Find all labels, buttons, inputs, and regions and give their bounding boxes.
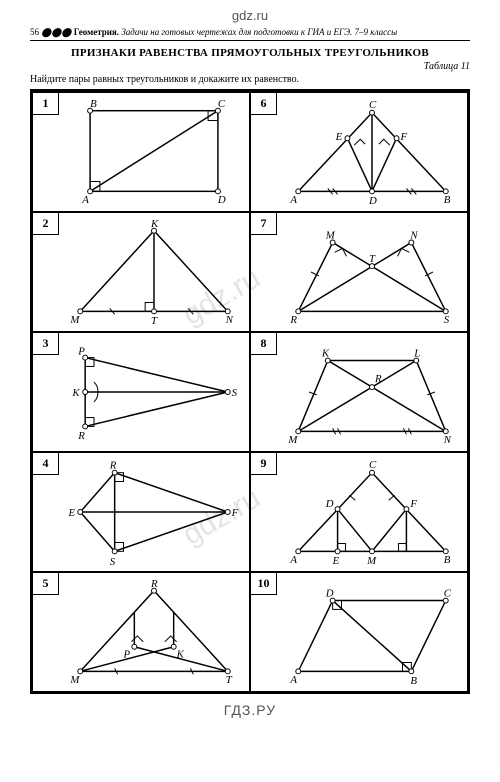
- problem-cell: 10 A B C D: [250, 572, 468, 692]
- problem-number: 6: [251, 93, 277, 115]
- svg-text:M: M: [69, 314, 80, 326]
- svg-text:A: A: [289, 674, 297, 686]
- svg-text:B: B: [410, 675, 417, 687]
- page-number: 56: [30, 27, 39, 37]
- svg-text:K: K: [150, 218, 159, 230]
- problem-cell: 1 B C A D: [32, 92, 250, 212]
- problem-cell: 4 R S E F: [32, 452, 250, 572]
- problem-number: 8: [251, 333, 277, 355]
- svg-text:M: M: [325, 230, 336, 242]
- figure-9: A B C D E F M: [277, 453, 467, 571]
- svg-text:F: F: [400, 131, 408, 143]
- svg-text:R: R: [150, 578, 158, 590]
- svg-text:E: E: [67, 507, 75, 519]
- svg-text:K: K: [71, 387, 80, 399]
- problem-number: 5: [33, 573, 59, 595]
- svg-text:F: F: [409, 498, 417, 510]
- problem-cell: 3 P R K S: [32, 332, 250, 452]
- figure-3: P R K S: [59, 333, 249, 451]
- svg-text:S: S: [232, 387, 238, 399]
- svg-text:T: T: [151, 315, 158, 327]
- section-title: ПРИЗНАКИ РАВЕНСТВА ПРЯМОУГОЛЬНЫХ ТРЕУГОЛ…: [30, 47, 470, 59]
- problem-number: 3: [33, 333, 59, 355]
- svg-text:E: E: [335, 131, 343, 143]
- svg-text:K: K: [321, 348, 330, 360]
- svg-text:D: D: [325, 498, 334, 510]
- svg-text:K: K: [176, 649, 185, 661]
- problem-cell: 2 M T N K: [32, 212, 250, 332]
- svg-text:A: A: [289, 194, 297, 206]
- problem-number: 1: [33, 93, 59, 115]
- problem-cell: 7 R: [250, 212, 468, 332]
- figure-1: B C A D: [59, 93, 249, 211]
- figure-6: A B C D E F: [277, 93, 467, 211]
- svg-text:N: N: [409, 230, 418, 242]
- svg-text:R: R: [289, 314, 297, 326]
- svg-text:P: P: [123, 649, 131, 661]
- svg-text:S: S: [444, 314, 450, 326]
- figure-10: A B C D: [277, 573, 467, 691]
- svg-text:P: P: [77, 346, 85, 358]
- page-header: 56 ⬤⬤⬤ Геометрия. Задачи на готовых черт…: [30, 27, 470, 41]
- svg-text:R: R: [77, 430, 85, 442]
- svg-text:R: R: [109, 460, 117, 472]
- figure-2: M T N K: [59, 213, 249, 331]
- instruction: Найдите пары равных треугольников и дока…: [30, 74, 470, 85]
- svg-text:E: E: [332, 555, 340, 567]
- svg-text:D: D: [325, 588, 334, 600]
- svg-text:A: A: [289, 554, 297, 566]
- figure-4: R S E F: [59, 453, 249, 571]
- problem-number: 10: [251, 573, 277, 595]
- subject: Геометрия.: [74, 27, 119, 37]
- svg-text:B: B: [444, 194, 451, 206]
- svg-text:D: D: [217, 194, 226, 206]
- figure-5: M T P K R: [59, 573, 249, 691]
- svg-text:B: B: [90, 98, 97, 110]
- footer: ГДЗ.РУ: [30, 702, 470, 718]
- subtitle: Задачи на готовых чертежах для подготовк…: [121, 27, 397, 37]
- svg-text:D: D: [368, 195, 377, 207]
- problem-number: 2: [33, 213, 59, 235]
- problem-grid: 1 B C A D 6: [30, 89, 470, 694]
- problem-cell: 8: [250, 332, 468, 452]
- problem-number: 9: [251, 453, 277, 475]
- svg-text:A: A: [81, 194, 89, 206]
- svg-text:S: S: [110, 556, 116, 568]
- problem-cell: 6 A B: [250, 92, 468, 212]
- problem-cell: 5 M: [32, 572, 250, 692]
- problem-number: 7: [251, 213, 277, 235]
- svg-text:M: M: [366, 555, 377, 567]
- svg-text:C: C: [369, 99, 377, 111]
- svg-text:R: R: [374, 373, 382, 385]
- problem-cell: 9: [250, 452, 468, 572]
- page: gdz.ru 56 ⬤⬤⬤ Геометрия. Задачи на готов…: [0, 0, 500, 782]
- figure-7: R S M N T: [277, 213, 467, 331]
- svg-text:T: T: [226, 674, 233, 686]
- svg-text:N: N: [225, 314, 234, 326]
- svg-text:C: C: [369, 459, 377, 471]
- table-label: Таблица 11: [30, 61, 470, 72]
- svg-text:C: C: [444, 588, 452, 600]
- top-url: gdz.ru: [30, 8, 470, 23]
- svg-text:M: M: [287, 434, 298, 446]
- svg-text:T: T: [369, 253, 376, 265]
- svg-text:M: M: [69, 674, 80, 686]
- svg-text:N: N: [443, 434, 452, 446]
- svg-text:B: B: [444, 554, 451, 566]
- svg-text:L: L: [413, 348, 420, 360]
- figure-8: M N K L R: [277, 333, 467, 451]
- svg-text:F: F: [231, 507, 239, 519]
- problem-number: 4: [33, 453, 59, 475]
- svg-text:C: C: [218, 98, 226, 110]
